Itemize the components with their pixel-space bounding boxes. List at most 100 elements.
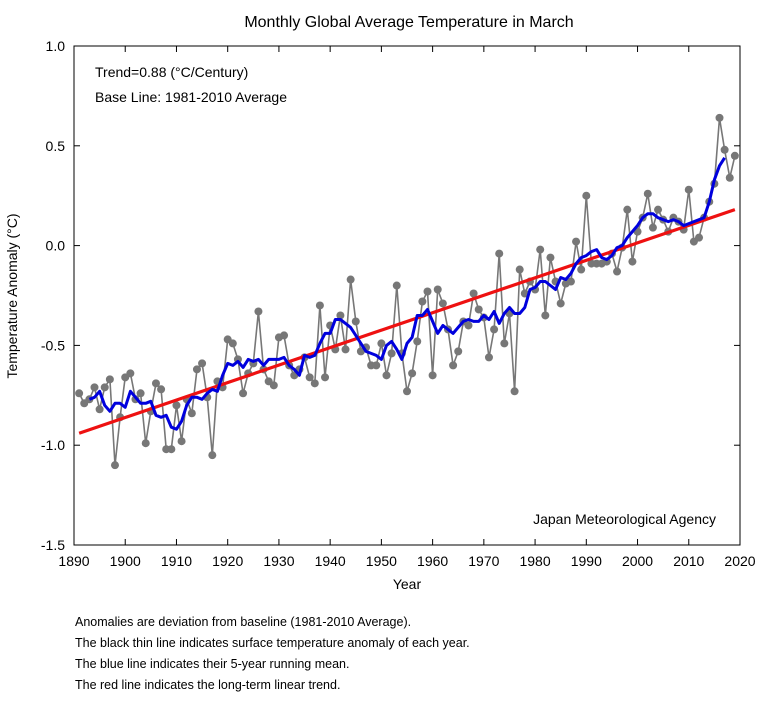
- annual-anomaly-point: [95, 405, 104, 414]
- annual-anomaly-point: [75, 389, 84, 398]
- annual-anomaly-point: [167, 445, 176, 454]
- annual-anomaly-point: [90, 383, 99, 392]
- annual-anomaly-point: [423, 287, 432, 296]
- annual-anomaly-point: [433, 285, 442, 294]
- annual-anomaly-point: [403, 387, 411, 396]
- annual-anomaly-line: [78, 117, 736, 466]
- annual-anomaly-point: [239, 389, 248, 398]
- running-mean-line: [88, 156, 726, 431]
- annual-anomaly-point: [413, 337, 422, 346]
- annual-anomaly-point: [684, 185, 693, 194]
- annual-anomaly-point: [715, 113, 724, 122]
- annual-anomaly-point: [695, 233, 704, 242]
- annual-anomaly-point: [536, 245, 545, 254]
- annual-anomaly-point: [546, 253, 555, 262]
- x-axis-label: Year: [393, 576, 422, 592]
- annual-anomaly-point: [310, 379, 319, 388]
- annual-anomaly-point: [372, 361, 381, 370]
- annual-anomaly-point: [730, 151, 739, 160]
- annual-anomaly-point: [126, 369, 135, 378]
- annual-anomaly-point: [387, 349, 396, 358]
- annual-anomaly-point: [136, 389, 145, 398]
- annual-anomaly-point: [484, 353, 493, 362]
- annual-anomaly-point: [228, 339, 237, 348]
- x-tick-label: 2010: [673, 553, 704, 569]
- x-tick-label: 2020: [724, 553, 755, 569]
- annual-anomaly-point: [100, 383, 109, 392]
- annual-anomaly-point: [438, 299, 447, 308]
- annual-anomaly-point: [192, 365, 201, 374]
- annual-anomaly-point: [515, 265, 524, 274]
- annual-anomaly-point: [577, 265, 586, 274]
- annual-anomaly-point: [454, 347, 463, 356]
- annual-anomaly-point: [643, 189, 652, 198]
- annual-anomaly-point: [623, 205, 632, 214]
- y-tick-label: -1.5: [41, 537, 65, 553]
- annual-anomaly-point: [449, 361, 458, 370]
- annual-anomaly-point: [510, 387, 519, 396]
- annual-anomaly-point: [254, 307, 263, 316]
- note-running-mean: The blue line indicates their 5-year run…: [75, 657, 350, 671]
- chart-title: Monthly Global Average Temperature in Ma…: [244, 14, 573, 31]
- y-axis: -1.5 -1.0 -0.5 0.0 0.5 1.0: [41, 38, 740, 553]
- annual-anomaly-point: [495, 249, 504, 258]
- annual-anomaly-point: [141, 439, 150, 448]
- x-tick-label: 1950: [366, 553, 397, 569]
- annual-anomaly-point: [464, 321, 473, 330]
- note-trend-line: The red line indicates the long-term lin…: [75, 678, 341, 692]
- annual-anomaly-point: [305, 373, 314, 382]
- y-tick-label: -0.5: [41, 337, 65, 353]
- temperature-chart: Monthly Global Average Temperature in Ma…: [4, 14, 756, 592]
- annual-anomaly-point: [469, 289, 478, 298]
- plot-frame: [73, 45, 741, 546]
- annual-anomaly-point: [198, 359, 207, 368]
- annual-anomaly-point: [725, 173, 734, 182]
- baseline-annotation: Base Line: 1981-2010 Average: [95, 89, 287, 105]
- y-axis-label: Temperature Anomaly (°C): [4, 213, 20, 378]
- annual-anomaly-point: [566, 277, 575, 286]
- annual-anomaly-point: [654, 205, 663, 214]
- note-baseline: Anomalies are deviation from baseline (1…: [75, 615, 412, 629]
- x-tick-label: 1910: [161, 553, 192, 569]
- trend-annotation: Trend=0.88 (°C/Century): [95, 64, 248, 80]
- annual-anomaly-point: [110, 461, 119, 470]
- y-tick-label: 1.0: [46, 38, 66, 54]
- x-tick-label: 2000: [622, 553, 653, 569]
- annual-anomaly-point: [474, 305, 483, 314]
- y-tick-label: 0.5: [46, 138, 66, 154]
- annual-anomaly-point: [392, 281, 401, 290]
- annual-anomaly-point: [269, 381, 278, 390]
- chart-notes: Anomalies are deviation from baseline (1…: [75, 612, 470, 696]
- x-tick-label: 1890: [58, 553, 89, 569]
- linear-trend-line: [78, 208, 736, 435]
- x-axis: 1890 1900 1910 1920 1930 1940 1950 1960 1970 1980…: [58, 46, 756, 569]
- annual-anomaly-point: [187, 409, 196, 418]
- annual-anomaly-point: [105, 375, 114, 384]
- annual-anomaly-point: [321, 373, 330, 382]
- annual-anomaly-point: [556, 299, 565, 308]
- annual-anomaly-point: [377, 339, 386, 348]
- annual-anomaly-point: [351, 317, 360, 326]
- annual-anomaly-point: [172, 401, 181, 410]
- x-tick-label: 1930: [263, 553, 294, 569]
- annual-anomaly-point: [157, 385, 166, 394]
- annual-anomaly-point: [648, 223, 657, 232]
- annual-anomaly-point: [382, 371, 391, 380]
- annual-anomaly-point: [208, 451, 217, 460]
- y-tick-label: -1.0: [41, 437, 65, 453]
- note-annual-line: The black thin line indicates surface te…: [75, 636, 470, 650]
- x-tick-label: 1990: [571, 553, 602, 569]
- annual-anomaly-point: [151, 379, 160, 388]
- annual-anomaly-point: [541, 311, 550, 320]
- annual-anomaly-point: [418, 297, 427, 306]
- annual-anomaly-point: [613, 267, 622, 276]
- x-tick-label: 1980: [519, 553, 550, 569]
- x-tick-label: 1940: [315, 553, 346, 569]
- source-annotation: Japan Meteorological Agency: [533, 511, 716, 527]
- series-layer: [75, 113, 739, 470]
- y-tick-label: 0.0: [46, 238, 66, 254]
- annual-anomaly-point: [582, 191, 591, 200]
- annual-anomaly-point: [428, 371, 437, 380]
- annual-anomaly-point: [408, 369, 417, 378]
- annual-anomaly-point: [336, 311, 345, 320]
